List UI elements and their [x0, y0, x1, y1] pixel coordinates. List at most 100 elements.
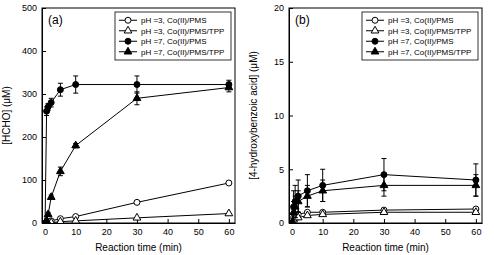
data-point — [57, 167, 65, 174]
error-bar-cap — [320, 169, 325, 170]
y-tick-mark — [289, 223, 293, 224]
legend-entry: pH =3, Co(II)/PMS — [366, 16, 454, 25]
marker — [72, 141, 80, 148]
data-point — [304, 192, 312, 199]
marker — [319, 186, 327, 193]
error-bar-cap — [134, 104, 139, 105]
y-tick-label: 300 — [22, 89, 37, 99]
error-bar-cap — [320, 201, 325, 202]
error-bar-cap — [473, 196, 478, 197]
marker — [57, 87, 63, 93]
data-point — [225, 209, 233, 216]
data-point — [319, 186, 327, 193]
panel-title: (a) — [48, 13, 63, 27]
legend-marker — [124, 47, 132, 54]
x-tick-mark — [415, 219, 416, 223]
x-tick-label: 50 — [194, 227, 204, 237]
marker — [472, 208, 480, 215]
legend-entry: pH =3, Co(II)/PMS — [119, 16, 207, 25]
data-point — [294, 197, 302, 204]
panel-title: (b) — [295, 13, 310, 27]
error-bar-cap — [226, 91, 231, 92]
y-tick-mark — [289, 116, 293, 117]
legend-box — [115, 12, 231, 60]
data-point — [319, 210, 327, 217]
legend-label: pH =3, Co(II)/PMS/TPP — [388, 27, 471, 36]
x-tick-label: 0 — [43, 227, 48, 237]
x-tick: 50 — [441, 219, 451, 237]
error-bar-cap — [473, 163, 478, 164]
data-point — [472, 208, 480, 215]
x-axis: 0102030405060 — [43, 219, 236, 237]
x-axis-line — [43, 223, 236, 224]
error-bar-cap — [381, 174, 386, 175]
data-point — [44, 210, 52, 217]
x-tick: 50 — [194, 219, 204, 237]
legend: pH =3, Co(II)/PMSpH =3, Co(II)/PMS/TPPpH… — [115, 12, 231, 60]
data-point — [48, 100, 54, 106]
error-bar-cap — [293, 196, 298, 197]
legend-symbol — [371, 26, 379, 33]
marker — [304, 192, 312, 199]
y-axis-line — [42, 9, 43, 224]
x-axis: 0102030405060 — [290, 219, 483, 237]
data-point — [72, 141, 80, 148]
legend-entry: pH =7, Co(II)/PMS/TPP — [119, 47, 224, 56]
y-tick-mark — [289, 169, 293, 170]
marker — [319, 210, 327, 217]
data-point — [134, 199, 140, 205]
legend-box — [362, 12, 478, 60]
legend-symbol — [371, 47, 379, 54]
x-tick-label: 40 — [163, 227, 173, 237]
error-bar-cap — [381, 196, 386, 197]
y-tick-label: 400 — [22, 46, 37, 56]
error-bar-cap — [305, 185, 310, 186]
x-tick-label: 60 — [471, 227, 481, 237]
x-tick-label: 40 — [410, 227, 420, 237]
x-tick: 60 — [224, 219, 234, 237]
x-tick: 30 — [379, 219, 389, 237]
marker — [225, 209, 233, 216]
y-tick-mark — [42, 223, 46, 224]
x-tick-mark — [445, 219, 446, 223]
x-tick-label: 50 — [441, 227, 451, 237]
data-point — [43, 216, 51, 223]
error-bar-cap — [58, 175, 63, 176]
series-line — [45, 85, 229, 223]
data-point — [380, 181, 388, 188]
y-tick: 400 — [22, 46, 46, 56]
x-tick-mark — [476, 219, 477, 223]
error-bar-cap — [305, 174, 310, 175]
marker — [304, 211, 312, 218]
x-tick: 40 — [410, 219, 420, 237]
legend-symbol — [125, 38, 131, 44]
y-tick-mark — [42, 137, 46, 138]
x-tick-label: 0 — [290, 227, 295, 237]
y-tick-label: 100 — [22, 175, 37, 185]
x-tick-label: 10 — [71, 227, 81, 237]
y-tick: 200 — [22, 132, 46, 142]
y-tick-label: 500 — [22, 3, 37, 13]
data-layer — [289, 159, 480, 224]
x-tick-mark — [384, 219, 385, 223]
error-bar-cap — [296, 190, 301, 191]
y-tick: 15 — [274, 57, 293, 67]
error-bar-cap — [293, 185, 298, 186]
series-line — [45, 183, 229, 223]
marker — [48, 100, 54, 106]
y-axis: 0100200300400500 — [22, 3, 46, 228]
data-layer — [42, 76, 233, 223]
marker — [73, 82, 79, 88]
series-line — [45, 214, 229, 223]
error-bar — [134, 76, 139, 93]
legend-marker — [371, 26, 379, 33]
legend-symbol — [125, 17, 131, 23]
error-bar-cap — [134, 91, 139, 92]
figure: 01020304050600100200300400500pH =3, Co(I… — [0, 0, 494, 255]
error-bar-cap — [44, 115, 49, 116]
data-point — [57, 217, 65, 223]
y-axis: 05101520 — [274, 3, 293, 228]
error-bar-cap — [73, 75, 78, 76]
marker — [72, 216, 80, 223]
legend-symbol — [124, 47, 132, 54]
